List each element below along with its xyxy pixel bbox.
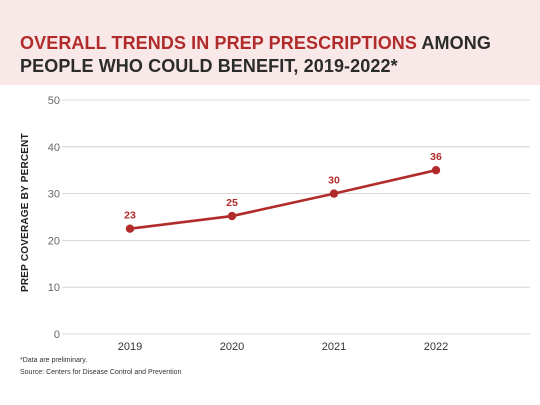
y-tick-label: 0 <box>54 329 60 341</box>
x-tick-label: 2020 <box>220 341 244 353</box>
series-line <box>129 168 437 230</box>
y-axis-title: PREP COVERAGE BY PERCENT <box>20 133 31 292</box>
footnotes: *Data are preliminary. Source: Centers f… <box>20 355 181 379</box>
chart-title: OVERALL TRENDS IN PREP PRESCRIPTIONS AMO… <box>20 32 520 78</box>
chart-title-rest: AMONG PEOPLE WHO COULD BENEFIT, 2019-202… <box>20 33 491 76</box>
x-tick-label: 2021 <box>322 341 346 353</box>
preliminary-note: *Data are preliminary. <box>20 357 88 364</box>
y-tick-label: 50 <box>48 95 60 107</box>
data-label: 36 <box>430 151 442 163</box>
data-point <box>431 166 441 175</box>
y-tick-label: 20 <box>48 235 60 247</box>
x-tick-label: 2019 <box>118 341 142 353</box>
source-note: Source: Centers for Disease Control and … <box>20 369 182 376</box>
data-point <box>329 189 339 198</box>
chart-title-highlight: OVERALL TRENDS IN PREP PRESCRIPTIONS <box>20 33 417 53</box>
data-point <box>227 211 237 221</box>
data-label: 30 <box>328 175 340 187</box>
data-label: 25 <box>226 197 238 209</box>
y-tick-label: 10 <box>48 282 60 294</box>
x-tick-label: 2022 <box>424 341 448 353</box>
data-point <box>125 224 135 233</box>
data-label: 23 <box>124 210 136 222</box>
plot-area <box>0 85 540 405</box>
y-tick-label: 30 <box>48 189 60 201</box>
y-tick-label: 40 <box>48 142 60 154</box>
title-band: OVERALL TRENDS IN PREP PRESCRIPTIONS AMO… <box>0 0 540 85</box>
